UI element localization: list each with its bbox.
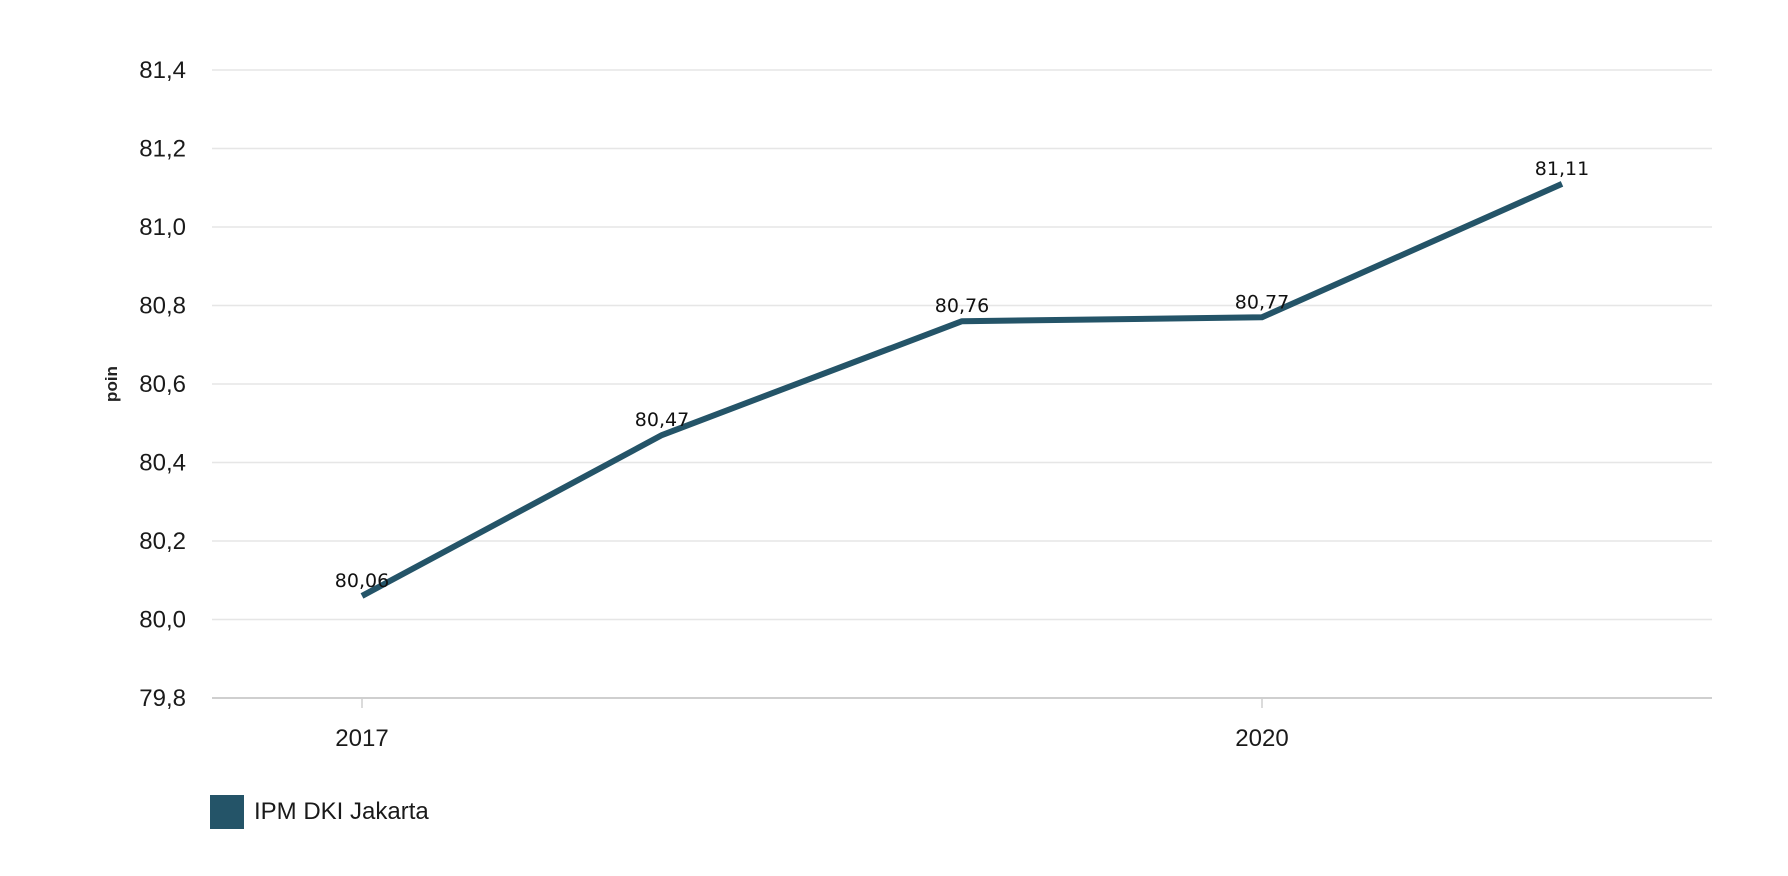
series-layer [360,181,1564,599]
y-tick-label: 80,2 [139,528,186,555]
x-tick-label: 2017 [335,725,388,752]
y-tick-label: 80,0 [139,607,186,634]
y-axis-ticks: 79,8 80,0 80,2 80,4 80,6 80,8 81,0 81,2 81,4 [139,57,186,712]
y-tick-label: 79,8 [139,685,186,712]
legend: IPM DKI Jakarta [210,795,429,829]
y-tick-label: 81,2 [139,136,186,163]
series-line [360,181,1564,599]
legend-swatch [210,795,244,829]
data-label: 80,76 [935,295,989,317]
y-tick-label: 80,6 [139,371,186,398]
data-labels: 80,06 80,47 80,76 80,77 81,11 [335,158,1589,592]
data-label: 80,47 [635,409,689,431]
y-tick-label: 80,8 [139,293,186,320]
legend-label: IPM DKI Jakarta [254,798,429,825]
y-tick-label: 81,4 [139,57,186,84]
y-axis-label: poin [102,366,121,402]
data-label: 80,06 [335,570,389,592]
grid-lines [212,69,1712,621]
y-tick-label: 80,4 [139,450,186,477]
data-label: 81,11 [1535,158,1589,180]
y-tick-label: 81,0 [139,214,186,241]
data-label: 80,77 [1235,291,1289,313]
x-tick-label: 2020 [1235,725,1288,752]
x-axis-ticks: 2017 2020 [335,698,1289,752]
